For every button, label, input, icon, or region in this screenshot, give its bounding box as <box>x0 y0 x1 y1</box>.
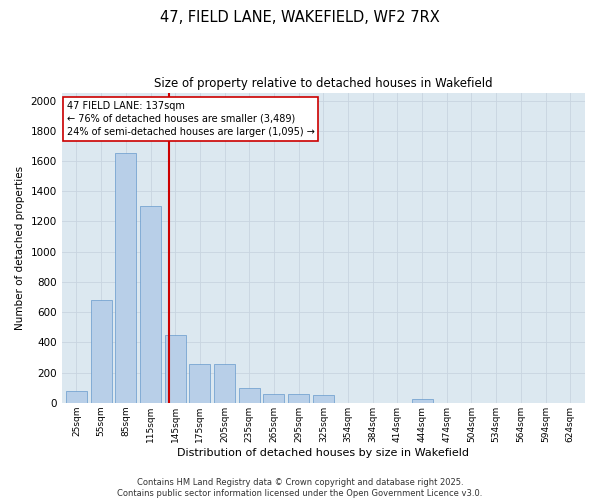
X-axis label: Distribution of detached houses by size in Wakefield: Distribution of detached houses by size … <box>178 448 469 458</box>
Bar <box>91 300 112 403</box>
Bar <box>214 364 235 403</box>
Text: 47, FIELD LANE, WAKEFIELD, WF2 7RX: 47, FIELD LANE, WAKEFIELD, WF2 7RX <box>160 10 440 25</box>
Title: Size of property relative to detached houses in Wakefield: Size of property relative to detached ho… <box>154 78 493 90</box>
Bar <box>66 392 87 403</box>
Bar <box>288 394 309 403</box>
Bar <box>190 364 211 403</box>
Bar <box>239 388 260 403</box>
Bar <box>165 335 186 403</box>
Bar <box>140 206 161 403</box>
Bar <box>412 398 433 403</box>
Text: Contains HM Land Registry data © Crown copyright and database right 2025.
Contai: Contains HM Land Registry data © Crown c… <box>118 478 482 498</box>
Text: 47 FIELD LANE: 137sqm
← 76% of detached houses are smaller (3,489)
24% of semi-d: 47 FIELD LANE: 137sqm ← 76% of detached … <box>67 101 315 137</box>
Bar <box>263 394 284 403</box>
Y-axis label: Number of detached properties: Number of detached properties <box>15 166 25 330</box>
Bar <box>313 395 334 403</box>
Bar <box>115 154 136 403</box>
